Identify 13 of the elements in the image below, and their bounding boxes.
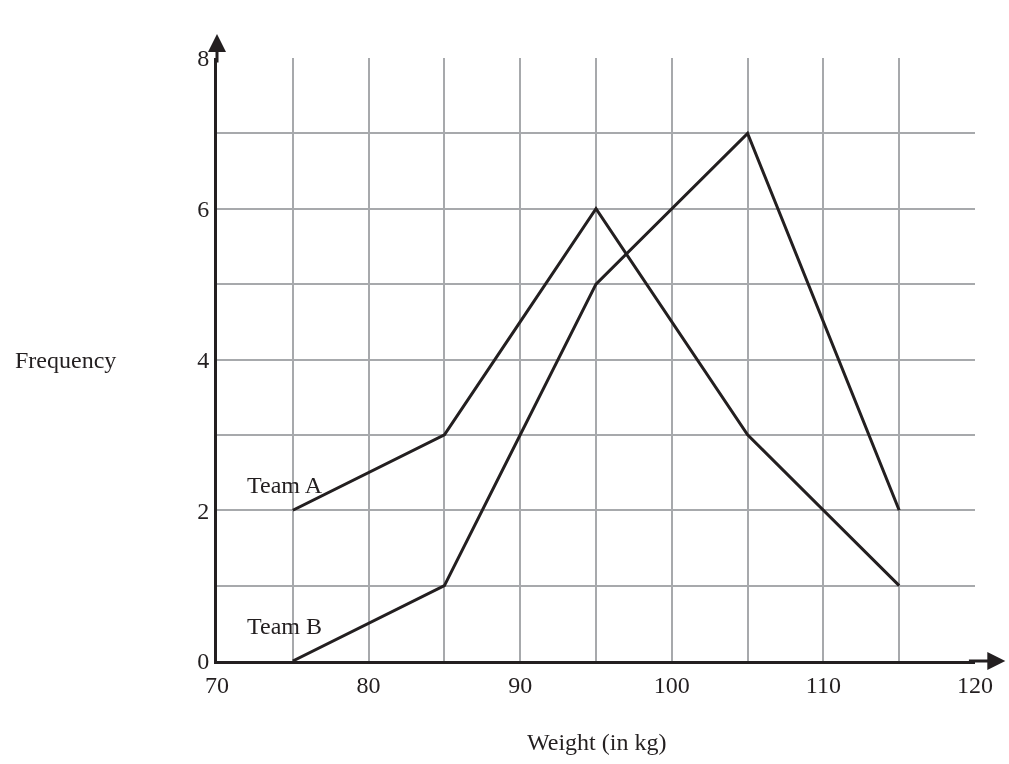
series-label: Team A [247, 472, 323, 498]
y-axis-title: Frequency [15, 347, 117, 373]
y-tick-label: 6 [197, 196, 210, 223]
x-tick-label: 110 [805, 671, 841, 698]
x-tick-label: 100 [653, 671, 690, 698]
y-tick-label: 8 [197, 45, 210, 72]
y-tick-label: 2 [197, 497, 210, 524]
x-axis-title: Weight (in kg) [527, 729, 667, 755]
series-label: Team B [247, 613, 322, 639]
x-tick-label: 120 [957, 671, 993, 698]
x-tick-label: 90 [508, 671, 533, 698]
x-tick-label: 80 [356, 671, 381, 698]
y-tick-label: 4 [197, 346, 210, 373]
